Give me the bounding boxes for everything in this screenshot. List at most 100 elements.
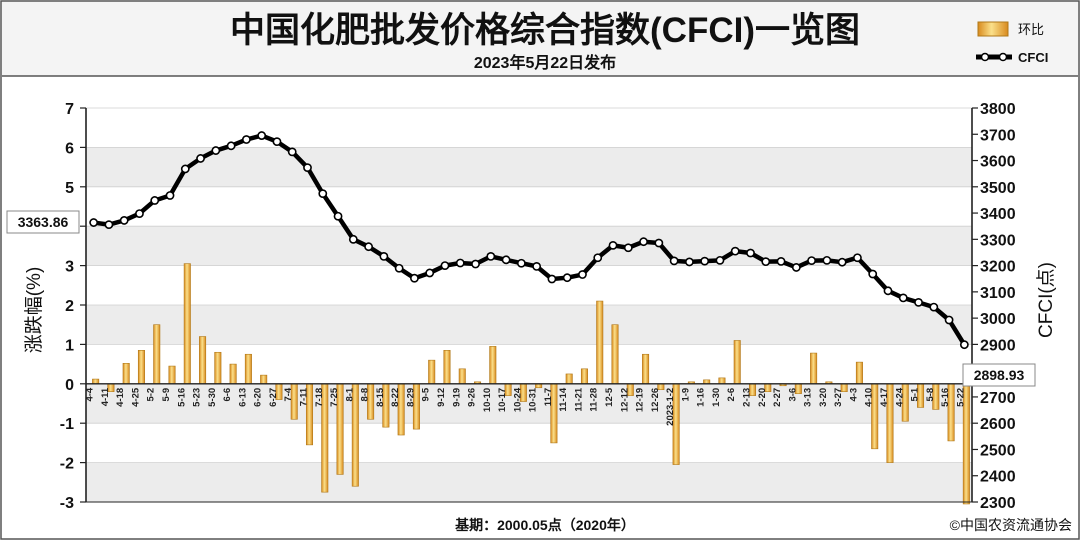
bar <box>244 353 252 385</box>
cfci-point <box>440 261 450 270</box>
x-tick-label: 9-26 <box>467 388 478 407</box>
y-right-tick-label: 3100 <box>980 285 1016 302</box>
bar <box>580 368 588 385</box>
x-tick-label: 8-15 <box>375 387 386 407</box>
x-tick-label: 2-27 <box>772 388 783 407</box>
x-tick-label: 3-6 <box>787 388 798 402</box>
x-tick-label: 5-1 <box>910 387 921 401</box>
x-tick-label: 10-17 <box>497 388 508 412</box>
cfci-point <box>578 270 587 279</box>
cfci-point <box>333 211 343 221</box>
y-left-tick-label: 5 <box>65 180 74 197</box>
x-tick-label: 12-5 <box>604 387 615 407</box>
chart-subtitle: 2023年5月22日发布 <box>474 53 616 72</box>
x-tick-label: 9-12 <box>436 388 447 407</box>
bar <box>153 324 161 385</box>
y-left-tick-label: -2 <box>60 456 74 473</box>
bar <box>168 365 176 385</box>
cfci-point <box>257 131 267 140</box>
cfci-point <box>791 263 801 272</box>
cfci-point <box>684 257 694 267</box>
bar <box>229 363 237 385</box>
y-right-tick-label: 3700 <box>980 127 1016 144</box>
cfci-point <box>394 263 404 273</box>
x-tick-label: 7-11 <box>299 387 310 406</box>
cfci-point <box>287 147 297 157</box>
legend-line-marker <box>998 52 1008 62</box>
x-tick-label: 4-11 <box>100 387 111 406</box>
x-tick-label: 3-20 <box>818 388 829 407</box>
x-tick-label: 4-10 <box>864 388 875 407</box>
bar <box>199 336 207 385</box>
cfci-point <box>425 268 435 278</box>
cfci-point <box>455 258 465 268</box>
cfci-point <box>241 135 251 144</box>
x-tick-label: 12-12 <box>619 388 630 412</box>
y-right-tick-label: 3000 <box>980 311 1016 328</box>
cfci-point <box>853 253 862 263</box>
cfci-point <box>562 273 572 283</box>
x-tick-label: 5-2 <box>146 388 157 402</box>
y-right-tick-label: 2900 <box>980 337 1016 354</box>
x-tick-label: 5-30 <box>207 388 218 407</box>
grid-band <box>86 108 972 148</box>
cfci-point <box>303 163 312 173</box>
x-tick-label: 10-10 <box>482 388 493 412</box>
cfci-point <box>211 146 221 155</box>
cfci-point <box>547 274 557 284</box>
cfci-point <box>364 242 374 252</box>
x-tick-label: 12-26 <box>650 388 661 412</box>
bar <box>122 363 130 385</box>
x-tick-label: 5-9 <box>161 388 172 402</box>
cfci-point <box>700 256 710 266</box>
y-right-axis-label: CFCI(点) <box>1035 262 1057 338</box>
y-right-tick-label: 2300 <box>980 495 1016 512</box>
x-tick-label: 10-24 <box>512 387 523 412</box>
x-tick-label: 5-23 <box>192 388 203 407</box>
cfci-point <box>837 257 847 267</box>
end-callout-text: 2898.93 <box>974 367 1025 383</box>
x-tick-label: 12-19 <box>635 388 646 412</box>
cfci-point <box>776 256 786 266</box>
legend: 环比 CFCI <box>976 21 1048 65</box>
x-tick-label: 4-4 <box>85 387 96 401</box>
cfci-point <box>196 154 205 163</box>
legend-bar-swatch <box>977 21 1009 37</box>
bar <box>718 377 726 385</box>
y-right-tick-label: 3600 <box>980 154 1016 171</box>
cfci-point <box>715 255 725 265</box>
start-value-callout: 3363.86 <box>6 210 80 234</box>
x-tick-label: 9-5 <box>421 387 432 401</box>
x-tick-label: 5-16 <box>940 388 951 407</box>
cfci-point <box>226 141 236 151</box>
cfci-point <box>410 273 419 283</box>
bar <box>489 346 497 385</box>
y-left-tick-label: 1 <box>65 337 74 354</box>
y-right-tick-label: 3300 <box>980 232 1016 249</box>
cfci-point <box>944 315 954 325</box>
axes: -3-2-10123456723002400250026002700280029… <box>60 101 1016 512</box>
cfci-point <box>486 252 496 261</box>
x-tick-label: 3-13 <box>803 388 814 407</box>
y-right-tick-label: 3400 <box>980 206 1016 223</box>
bar <box>260 374 268 385</box>
x-tick-label: 2-13 <box>742 388 753 407</box>
end-value-callout: 2898.93 <box>962 363 1036 387</box>
x-tick-label: 2-20 <box>757 388 768 407</box>
cfci-point <box>348 234 358 244</box>
cfci-point <box>868 269 878 279</box>
cfci-point <box>104 220 114 230</box>
cfci-point <box>898 293 908 303</box>
cfci-point <box>119 216 129 225</box>
bar <box>596 300 604 385</box>
bar <box>733 340 741 385</box>
x-tick-label: 2-6 <box>726 388 737 402</box>
y-left-tick-label: 0 <box>65 377 74 394</box>
cfci-point <box>516 258 526 268</box>
x-tick-labels: 4-4 4-11 4-18 4-25 5-2 5-9 5-16 5-23 5-30 6-6 6-13… <box>85 387 967 426</box>
header-band <box>2 2 1078 76</box>
bar <box>458 368 466 385</box>
x-tick-label: 8-8 <box>360 388 371 402</box>
chart-title: 中国化肥批发价格综合指数(CFCI)一览图 <box>230 11 860 50</box>
